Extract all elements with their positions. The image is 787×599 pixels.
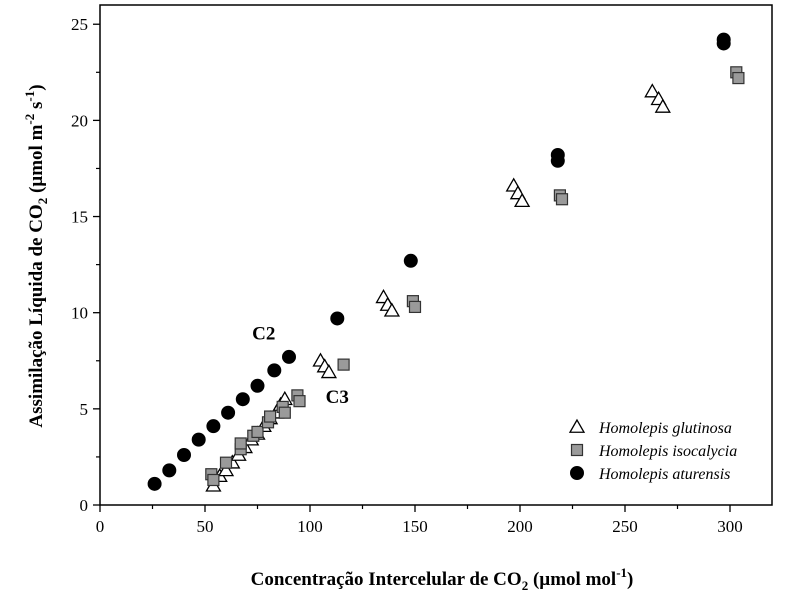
legend-label: Homolepis glutinosa: [598, 420, 732, 437]
annotations: C2 C3: [252, 324, 349, 408]
legend: Homolepis glutinosa Homolepis isocalycia H…: [568, 418, 737, 483]
data-point: [278, 406, 291, 419]
plot-area: [99, 4, 773, 506]
data-point: [219, 456, 233, 469]
data-point: [264, 410, 277, 423]
x-tick-label: 0: [96, 517, 105, 536]
series-1: [205, 66, 745, 487]
data-point: [251, 425, 264, 439]
data-point: [403, 253, 418, 268]
data-point: [383, 302, 401, 317]
x-tick-label: 300: [717, 517, 743, 536]
y-axis: 0 5 10 15 20 25: [71, 15, 100, 515]
x-axis-title: Concentração Intercelular de CO2 (µmol m…: [251, 565, 634, 593]
data-point: [162, 463, 177, 478]
y-tick-label: 25: [71, 15, 88, 34]
y-axis-title: Assimilação Líquida de CO2 (µmol m-2 s-1…: [22, 84, 50, 427]
data-point: [234, 437, 247, 450]
data-point: [732, 71, 745, 85]
legend-label: Homolepis isocalycia: [598, 443, 737, 460]
data-point: [147, 476, 162, 491]
data-point: [320, 363, 338, 379]
legend-marker: [570, 466, 584, 480]
annotation-label: C3: [326, 387, 349, 408]
x-tick-label: 250: [612, 517, 638, 536]
data-point: [337, 358, 350, 371]
data-point: [293, 395, 306, 408]
data-point: [654, 98, 671, 113]
data-point: [267, 363, 282, 378]
y-tick-label: 5: [80, 400, 89, 419]
x-tick-label: 100: [297, 517, 323, 536]
data-point: [250, 378, 265, 393]
y-tick-label: 10: [71, 304, 88, 323]
x-tick-label: 150: [402, 517, 428, 536]
series-2: [147, 32, 731, 491]
data-point: [644, 83, 661, 98]
data-point: [207, 473, 220, 487]
plot-frame: [99, 4, 773, 506]
data-point: [716, 36, 731, 51]
x-tick-label: 50: [197, 517, 214, 536]
data-point: [206, 419, 221, 434]
y-tick-label: 0: [80, 496, 89, 515]
x-tick-label: 200: [507, 517, 533, 536]
data-point: [408, 300, 422, 314]
legend-marker: [568, 418, 586, 433]
legend-marker: [570, 443, 584, 457]
data-point: [555, 193, 569, 206]
y-tick-label: 20: [71, 111, 88, 130]
data-point: [221, 405, 236, 420]
data-point: [177, 448, 191, 462]
data-point: [235, 392, 250, 407]
data-point: [513, 192, 531, 208]
data-point: [191, 432, 206, 447]
y-tick-label: 15: [71, 208, 88, 227]
data-point: [550, 153, 565, 168]
data-points: [147, 32, 745, 492]
data-point: [282, 349, 296, 364]
x-axis: 0 50 100 150 200 250 300: [96, 505, 743, 536]
data-point: [330, 311, 345, 326]
data-point: [217, 462, 235, 477]
annotation-label: C2: [252, 324, 275, 345]
legend-label: Homolepis aturensis: [598, 466, 730, 483]
